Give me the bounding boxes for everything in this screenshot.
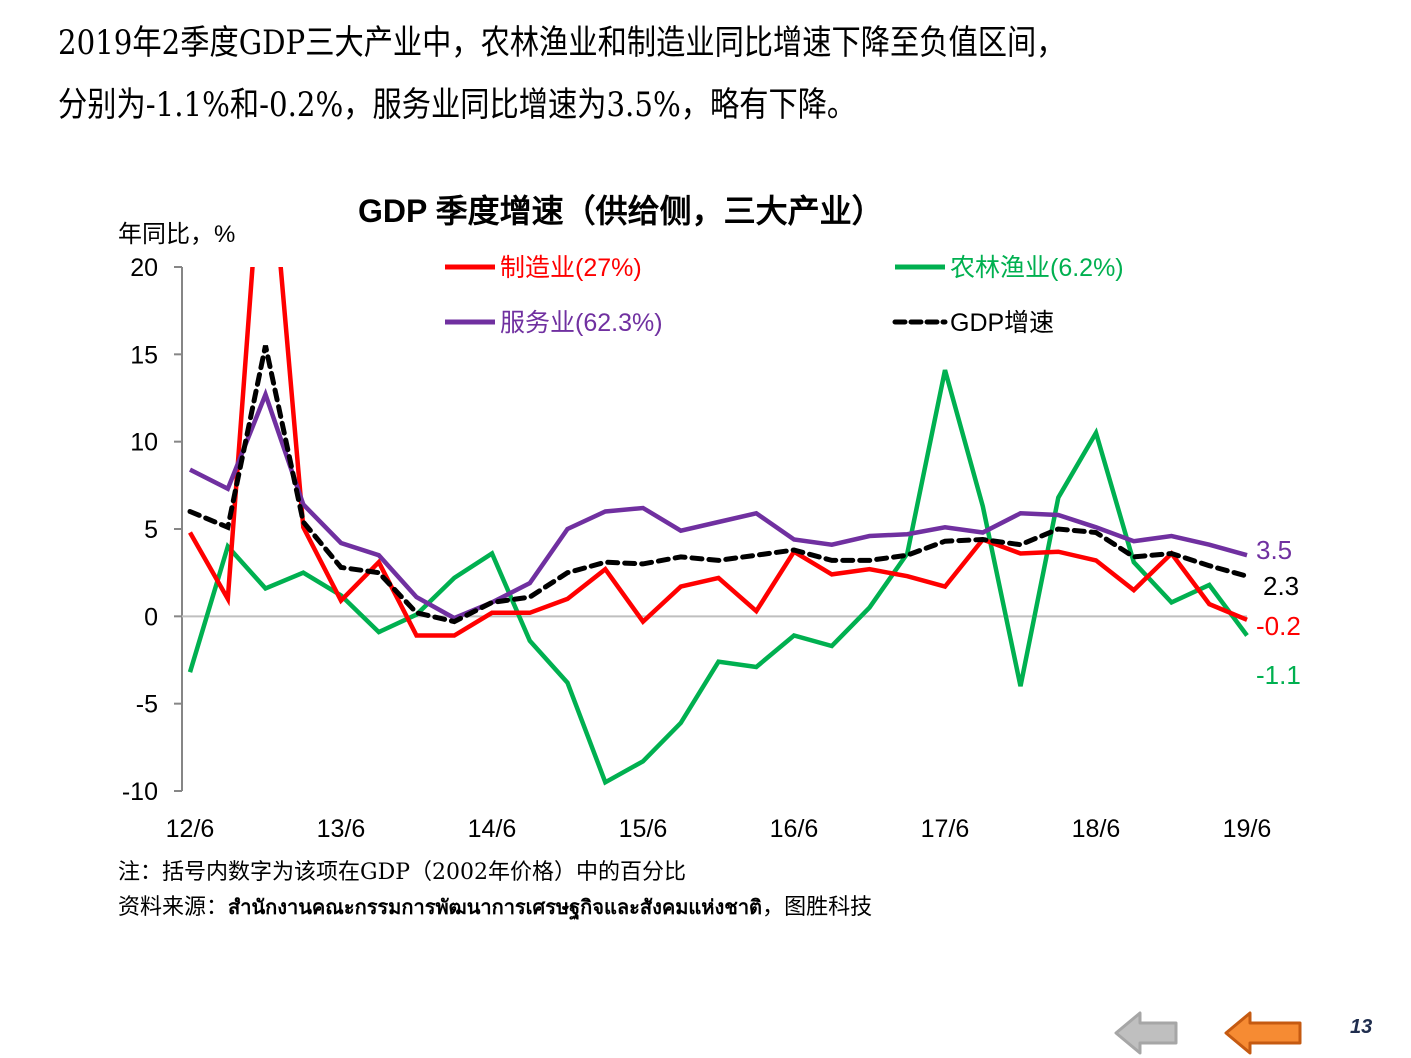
headline-line-1: 2019年2季度GDP三大产业中，农林渔业和制造业同比增速下降至负值区间， — [58, 23, 1066, 63]
y-tick-label: 5 — [144, 516, 158, 544]
series-line-1 — [187, 369, 1249, 786]
x-tick-label: 18/6 — [1072, 815, 1121, 843]
x-tick-label: 15/6 — [619, 815, 668, 843]
y-tick-label: 10 — [130, 429, 158, 457]
notes: 注：括号内数字为该项在GDP（2002年价格）中的百分比 资料来源：สำนักง… — [118, 856, 872, 925]
x-tick-label: 17/6 — [921, 815, 970, 843]
series-lines — [187, 267, 1250, 786]
footnote: 注：括号内数字为该项在GDP（2002年价格）中的百分比 — [118, 860, 687, 885]
axes: 20 15 10 5 0 -5 -10 12/6 13/6 14/6 15/6 16/6 17/6 18/… — [122, 254, 1271, 843]
x-tick-label: 13/6 — [317, 815, 366, 843]
legend-label: 服务业(62.3%) — [500, 309, 663, 337]
end-labels: -0.2 -1.1 3.5 2.3 — [1256, 535, 1301, 690]
legend-label: 农林渔业(6.2%) — [950, 254, 1124, 282]
headline-line-2: 分别为-1.1%和-0.2%，服务业同比增速为3.5%，略有下降。 — [58, 85, 857, 125]
source-prefix: 资料来源： — [118, 895, 229, 920]
source-suffix: ，图胜科技 — [762, 895, 873, 920]
source-thai: สำนักงานคณะกรรมการพัฒนาการเศรษฐกิจและสัง… — [228, 895, 763, 919]
y-axis-label: 年同比，% — [118, 221, 236, 248]
x-tick-label: 19/6 — [1223, 815, 1272, 843]
legend-label: GDP增速 — [950, 309, 1054, 337]
back-arrow-icon[interactable] — [1222, 1010, 1306, 1056]
end-label: 2.3 — [1263, 571, 1299, 601]
headline: 2019年2季度GDP三大产业中，农林渔业和制造业同比增速下降至负值区间， 分别… — [58, 12, 1193, 136]
line-chart: 20 15 10 5 0 -5 -10 12/6 13/6 14/6 15/6 16/6 17/6 18/… — [122, 254, 1301, 843]
end-label: -0.2 — [1256, 611, 1301, 641]
source-line: 资料来源：สำนักงานคณะกรรมการพัฒนาการเศรษฐกิจแ… — [118, 890, 872, 925]
x-tick-label: 12/6 — [166, 815, 215, 843]
legend-label: 制造业(27%) — [500, 254, 642, 282]
y-tick-label: 15 — [130, 341, 158, 369]
prev-page-arrow-icon[interactable] — [1112, 1010, 1182, 1056]
x-tick-label: 14/6 — [468, 815, 517, 843]
series-line-2 — [188, 388, 1248, 621]
series-line-0 — [188, 267, 1248, 638]
x-tick-label: 16/6 — [770, 815, 819, 843]
y-tick-label: -5 — [136, 691, 158, 719]
y-tick-label: 0 — [144, 603, 158, 631]
page-number: 13 — [1350, 1016, 1373, 1038]
series-line-3 — [187, 345, 1250, 625]
y-tick-label: 20 — [130, 254, 158, 282]
legend: 制造业(27%) 农林渔业(6.2%) 服务业(62.3%) GDP增速 — [445, 254, 1124, 337]
end-label: 3.5 — [1256, 535, 1292, 565]
chart-title: GDP 季度增速（供给侧，三大产业） — [358, 193, 884, 229]
y-tick-label: -10 — [122, 778, 158, 806]
end-label: -1.1 — [1256, 660, 1301, 690]
